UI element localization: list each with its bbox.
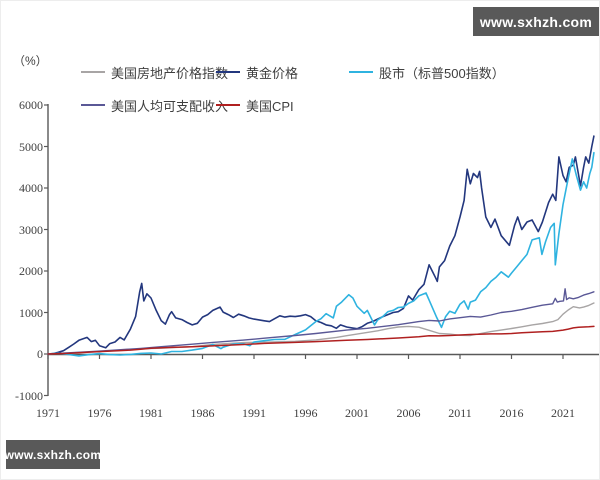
- y-tick-label: 4000: [19, 181, 43, 195]
- legend-item-gold-price: 黄金价格: [216, 63, 298, 81]
- legend-line-swatch-us-cpi: [216, 104, 240, 106]
- x-tick-label: 1986: [190, 406, 215, 420]
- y-tick-label: 2000: [19, 264, 43, 278]
- y-tick-label: 5000: [19, 139, 43, 154]
- series-line-us-home-price-index: [47, 302, 595, 355]
- watermark-top-right: www.sxhzh.com: [473, 7, 599, 36]
- legend-line-swatch-us-per-capita-disposable-income: [81, 104, 105, 106]
- y-tick-label: 0: [37, 347, 43, 361]
- x-tick-label: 2001: [345, 406, 369, 420]
- legend-line-swatch-gold-price: [216, 71, 240, 73]
- legend-item-sp500-stock-index: 股市（标普500指数）: [349, 63, 505, 81]
- x-tick-label: 1996: [293, 406, 318, 420]
- x-tick-label: 2006: [396, 406, 421, 420]
- y-tick-label: 3000: [19, 222, 43, 237]
- watermark-bottom-left: www.sxhzh.com: [5, 440, 101, 469]
- series-line-us-cpi: [47, 325, 595, 355]
- x-tick-label: 1971: [36, 406, 60, 420]
- y-tick-label: -1000: [15, 388, 43, 403]
- x-tick-label: 2011: [448, 406, 472, 420]
- legend-label: 美国人均可支配收入: [111, 98, 229, 114]
- series-line-gold-price: [47, 135, 595, 355]
- legend-label: 股市（标普500指数）: [379, 65, 505, 81]
- legend-line-swatch-us-home-price-index: [81, 71, 105, 73]
- y-tick-label: 6000: [19, 98, 43, 112]
- legend-item-us-cpi: 美国CPI: [216, 96, 294, 114]
- legend-item-us-home-price-index: 美国房地产价格指数: [81, 63, 228, 81]
- x-tick-label: 2016: [499, 406, 524, 420]
- x-tick-label: 1991: [242, 406, 266, 420]
- y-axis-unit-label: （%）: [13, 54, 48, 68]
- series-line-sp500-stock-index: [47, 151, 595, 357]
- series-line-us-per-capita-disposable-income: [47, 288, 595, 355]
- legend-label: 美国CPI: [246, 98, 294, 114]
- y-tick-label: 1000: [19, 305, 43, 320]
- legend-item-us-per-capita-disposable-income: 美国人均可支配收入: [81, 96, 228, 114]
- legend-line-swatch-sp500-stock-index: [349, 71, 373, 73]
- legend-label: 美国房地产价格指数: [111, 65, 229, 81]
- x-tick-label: 1981: [139, 406, 163, 420]
- x-tick-label: 1976: [87, 406, 112, 420]
- legend-label: 黄金价格: [246, 65, 299, 81]
- x-tick-label: 2021: [551, 406, 575, 420]
